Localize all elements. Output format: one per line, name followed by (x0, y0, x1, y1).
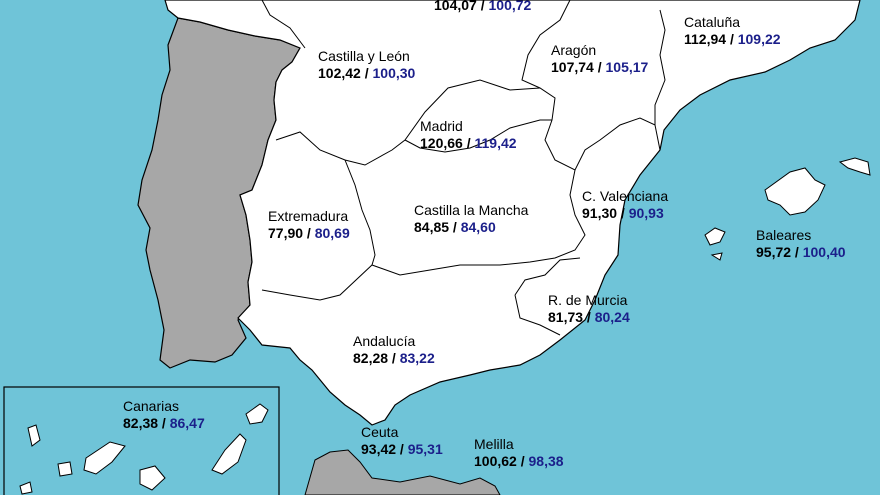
mallorca-shape (764, 167, 826, 216)
region-madrid: Madrid 120,66 / 119,42 (420, 118, 517, 151)
canary-islands (19, 403, 269, 495)
formentera-shape (710, 252, 723, 261)
region-baleares: Baleares 95,72 / 100,40 (756, 227, 846, 260)
region-extremadura: Extremadura 77,90 / 80,69 (268, 208, 350, 241)
region-c-valenciana: C. Valenciana 91,30 / 90,93 (582, 188, 669, 221)
region-cataluna: Cataluña 112,94 / 109,22 (684, 14, 781, 47)
region-ceuta: Ceuta 93,42 / 95,31 (361, 424, 443, 457)
region-canarias: Canarias 82,38 / 86,47 (123, 398, 205, 431)
region-north-partial: 104,07 / 100,72 (434, 0, 532, 13)
region-aragon: Aragón 107,74 / 105,17 (551, 42, 649, 75)
africa-shape (304, 449, 501, 495)
region-melilla: Melilla 100,62 / 98,38 (474, 436, 564, 469)
region-castilla-la-mancha: Castilla la Mancha 84,85 / 84,60 (414, 202, 529, 235)
region-borders (261, 0, 666, 336)
menorca-shape (838, 157, 871, 176)
spain-mainland-shape (164, 0, 861, 426)
region-murcia: R. de Murcia 81,73 / 80,24 (548, 292, 630, 325)
region-castilla-leon: Castilla y León 102,42 / 100,30 (318, 48, 416, 81)
ibiza-shape (704, 227, 726, 246)
region-andalucia: Andalucía 82,28 / 83,22 (353, 333, 435, 366)
